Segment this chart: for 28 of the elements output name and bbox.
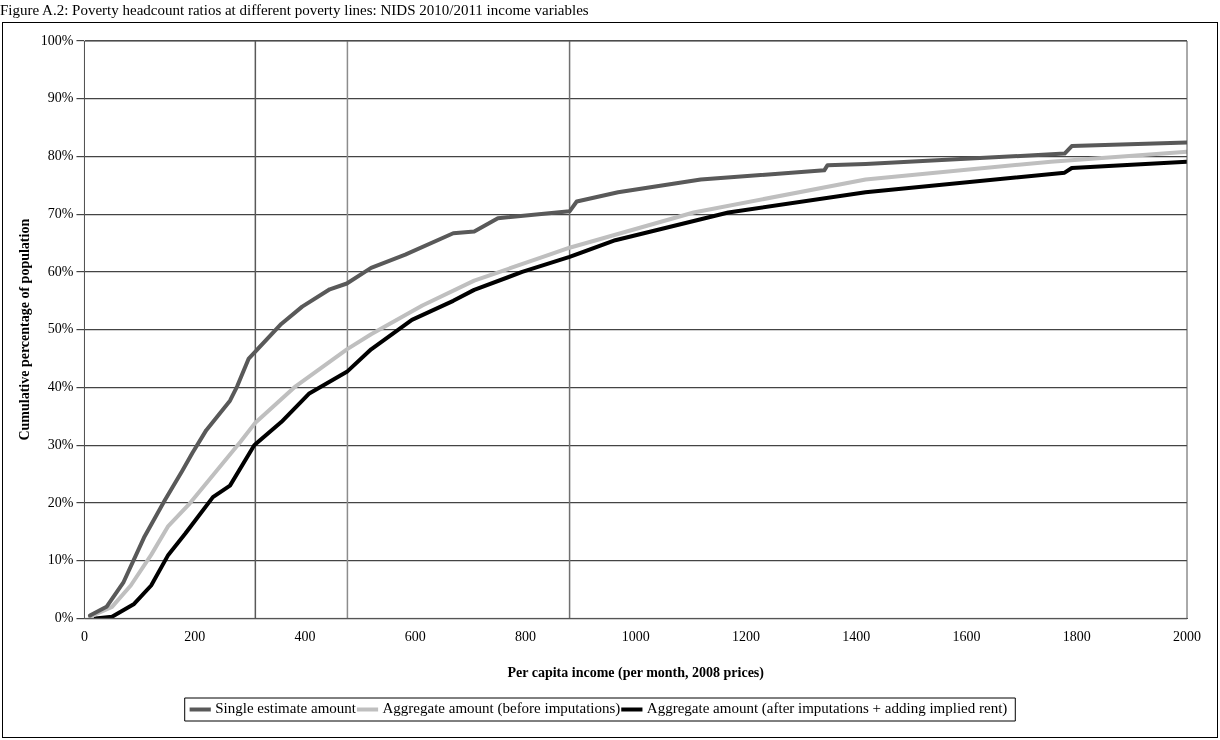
chart-title: Figure A.2: Poverty headcount ratios at different poverty lines: NIDS 2010/2011 income variables xyxy=(0,2,590,19)
y-tick-label: 100% xyxy=(40,32,74,48)
y-tick-label: 80% xyxy=(47,148,74,164)
x-axis-title: Per capita income (per month, 2008 prices) xyxy=(507,665,765,682)
x-tick-label: 1200 xyxy=(731,629,760,645)
legend-label: Aggregate amount (before imputations) xyxy=(382,700,621,718)
y-tick-label: 50% xyxy=(47,321,74,337)
x-tick-label: 1400 xyxy=(842,629,871,645)
x-tick-label: 1000 xyxy=(621,629,650,645)
y-tick-label: 10% xyxy=(47,552,74,568)
y-tick-label: 20% xyxy=(47,494,74,510)
x-tick-label: 400 xyxy=(294,629,316,645)
legend-label: Single estimate amount xyxy=(215,700,357,717)
y-tick-label: 30% xyxy=(47,436,74,452)
x-tick-label: 1800 xyxy=(1062,629,1091,645)
y-axis-title: Cumulative percentage of population xyxy=(17,218,33,441)
y-tick-label: 0% xyxy=(54,610,74,626)
x-tick-label: 2000 xyxy=(1173,629,1201,645)
y-tick-label: 70% xyxy=(47,205,74,221)
x-tick-label: 1600 xyxy=(952,629,981,645)
x-tick-label: 600 xyxy=(404,629,426,645)
x-tick-label: 0 xyxy=(80,629,88,645)
y-tick-label: 60% xyxy=(47,263,74,279)
y-tick-label: 40% xyxy=(47,379,74,395)
y-tick-label: 90% xyxy=(47,90,74,106)
x-tick-label: 200 xyxy=(184,629,206,645)
x-tick-label: 800 xyxy=(514,629,536,645)
legend-label: Aggregate amount (after imputations + adding implied rent) xyxy=(646,700,1008,718)
